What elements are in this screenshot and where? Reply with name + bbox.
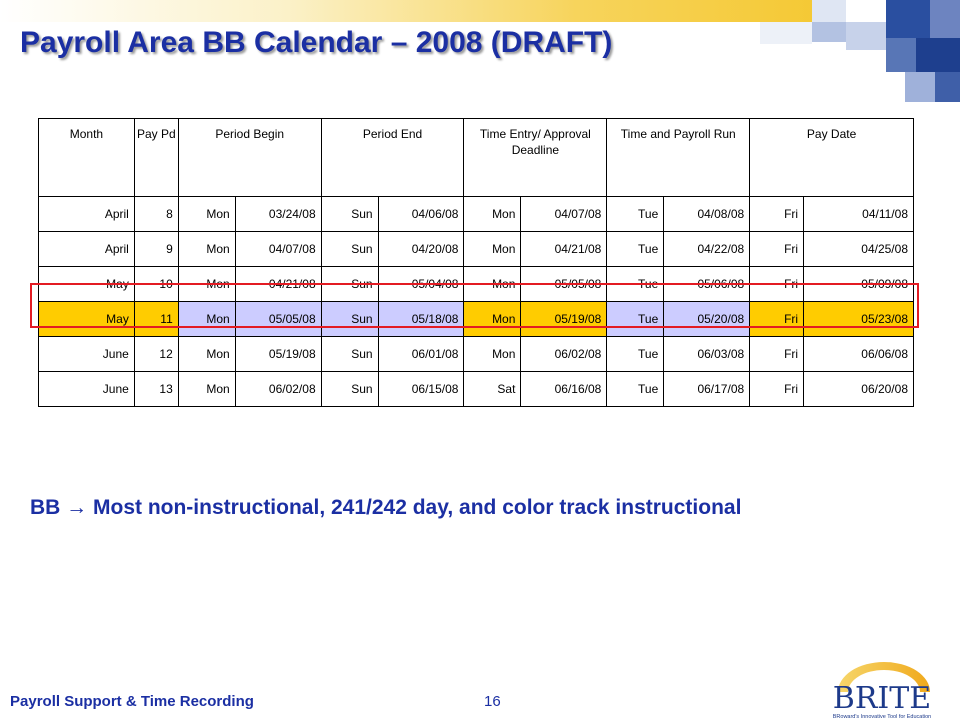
table-row: May 10 Mon 04/21/08 Sun 05/04/08 Mon 05/… — [38, 266, 914, 302]
cell-end-day: Sun — [320, 336, 379, 372]
cell-deadline-date: 06/02/08 — [520, 336, 608, 372]
cell-begin-day: Mon — [177, 196, 236, 232]
cell-run-date: 04/22/08 — [663, 231, 751, 267]
cell-begin-date: 04/21/08 — [234, 266, 322, 302]
cell-end-day: Sun — [320, 371, 379, 407]
cell-end-day: Sun — [320, 231, 379, 267]
cell-run-day: Tue — [606, 371, 665, 407]
cell-end-day: Sun — [320, 301, 379, 337]
cell-begin-day: Mon — [177, 301, 236, 337]
cell-begin-date: 05/19/08 — [234, 336, 322, 372]
cell-deadline-date: 05/05/08 — [520, 266, 608, 302]
cell-pay-day: Fri — [749, 266, 805, 302]
cell-deadline-date: 04/21/08 — [520, 231, 608, 267]
cell-pay-date: 05/09/08 — [803, 266, 914, 302]
cell-month: April — [38, 231, 135, 267]
cell-month: May — [38, 266, 135, 302]
cell-pay-date: 04/25/08 — [803, 231, 914, 267]
cell-end-day: Sun — [320, 196, 379, 232]
cell-pay-day: Fri — [749, 336, 805, 372]
table-row: June 12 Mon 05/19/08 Sun 06/01/08 Mon 06… — [38, 336, 914, 372]
cell-run-day: Tue — [606, 301, 665, 337]
cell-pay-pd: 9 — [133, 231, 179, 267]
header-time-entry-deadline: Time Entry/ Approval Deadline — [463, 118, 608, 197]
cell-deadline-date: 05/19/08 — [520, 301, 608, 337]
cell-deadline-day: Sat — [463, 371, 522, 407]
cell-pay-day: Fri — [749, 301, 805, 337]
cell-end-date: 06/15/08 — [377, 371, 465, 407]
cell-pay-pd: 8 — [133, 196, 179, 232]
cell-pay-date: 04/11/08 — [803, 196, 914, 232]
cell-begin-date: 03/24/08 — [234, 196, 322, 232]
cell-deadline-date: 06/16/08 — [520, 371, 608, 407]
cell-month: June — [38, 371, 135, 407]
cell-end-date: 05/04/08 — [377, 266, 465, 302]
cell-begin-date: 06/02/08 — [234, 371, 322, 407]
cell-deadline-day: Mon — [463, 231, 522, 267]
cell-pay-pd: 11 — [133, 301, 179, 337]
cell-deadline-day: Mon — [463, 196, 522, 232]
header-period-begin: Period Begin — [177, 118, 322, 197]
track-note: BB → Most non-instructional, 241/242 day… — [30, 496, 742, 519]
cell-end-date: 06/01/08 — [377, 336, 465, 372]
cell-month: June — [38, 336, 135, 372]
logo-tagline: BRoward's Innovative Tool for Education — [833, 714, 931, 720]
cell-run-day: Tue — [606, 336, 665, 372]
top-gradient-bar — [0, 0, 960, 22]
cell-run-date: 04/08/08 — [663, 196, 751, 232]
cell-run-day: Tue — [606, 266, 665, 302]
header-month: Month — [38, 118, 135, 197]
table-row: April 8 Mon 03/24/08 Sun 04/06/08 Mon 04… — [38, 196, 914, 232]
cell-pay-day: Fri — [749, 196, 805, 232]
cell-run-day: Tue — [606, 196, 665, 232]
cell-deadline-day: Mon — [463, 336, 522, 372]
cell-begin-day: Mon — [177, 371, 236, 407]
cell-run-date: 06/03/08 — [663, 336, 751, 372]
page-number: 16 — [484, 693, 501, 710]
cell-run-date: 05/06/08 — [663, 266, 751, 302]
table-row: April 9 Mon 04/07/08 Sun 04/20/08 Mon 04… — [38, 231, 914, 267]
cell-pay-date: 06/20/08 — [803, 371, 914, 407]
cell-pay-date: 05/23/08 — [803, 301, 914, 337]
cell-deadline-day: Mon — [463, 266, 522, 302]
cell-pay-pd: 10 — [133, 266, 179, 302]
brite-logo: BRITE BRoward's Innovative Tool for Educ… — [833, 662, 931, 720]
header-period-end: Period End — [320, 118, 465, 197]
cell-pay-date: 06/06/08 — [803, 336, 914, 372]
cell-begin-day: Mon — [177, 231, 236, 267]
cell-begin-date: 04/07/08 — [234, 231, 322, 267]
logo-sun-arc — [838, 662, 930, 692]
cell-run-day: Tue — [606, 231, 665, 267]
cell-deadline-day: Mon — [463, 301, 522, 337]
table-row: June 13 Mon 06/02/08 Sun 06/15/08 Sat 06… — [38, 371, 914, 407]
header-pay-pd: Pay Pd — [133, 118, 179, 197]
table-row-highlighted: May 11 Mon 05/05/08 Sun 05/18/08 Mon 05/… — [38, 301, 914, 337]
header-time-payroll-run: Time and Payroll Run — [606, 118, 751, 197]
cell-begin-day: Mon — [177, 266, 236, 302]
cell-run-date: 06/17/08 — [663, 371, 751, 407]
cell-month: May — [38, 301, 135, 337]
cell-pay-day: Fri — [749, 231, 805, 267]
cell-end-day: Sun — [320, 266, 379, 302]
cell-end-date: 04/20/08 — [377, 231, 465, 267]
footer-title: Payroll Support & Time Recording — [10, 693, 254, 710]
cell-pay-pd: 13 — [133, 371, 179, 407]
logo-letters: BRITE — [833, 681, 931, 716]
payroll-calendar-table: Month Pay Pd Period Begin Period End Tim… — [38, 118, 914, 407]
cell-deadline-date: 04/07/08 — [520, 196, 608, 232]
page-title: Payroll Area BB Calendar – 2008 (DRAFT) — [20, 26, 613, 59]
cell-begin-day: Mon — [177, 336, 236, 372]
header-pay-date: Pay Date — [749, 118, 914, 197]
cell-begin-date: 05/05/08 — [234, 301, 322, 337]
cell-pay-pd: 12 — [133, 336, 179, 372]
table-header-row: Month Pay Pd Period Begin Period End Tim… — [38, 118, 914, 197]
cell-month: April — [38, 196, 135, 232]
cell-end-date: 05/18/08 — [377, 301, 465, 337]
cell-run-date: 05/20/08 — [663, 301, 751, 337]
cell-pay-day: Fri — [749, 371, 805, 407]
cell-end-date: 04/06/08 — [377, 196, 465, 232]
